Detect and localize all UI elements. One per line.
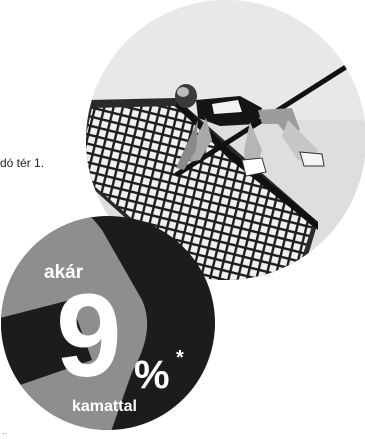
footnote-mark: ·· xyxy=(2,429,8,438)
badge-prefix: akár xyxy=(44,262,84,283)
photo-circle xyxy=(86,0,365,280)
badge-asterisk: * xyxy=(176,347,184,369)
rate-badge: akár 9 % * kamattal xyxy=(1,216,215,430)
badge-percent: % xyxy=(134,353,170,397)
badge-suffix: kamattal xyxy=(72,398,137,415)
badge-number: 9 xyxy=(56,270,122,402)
address-text: dó tér 1. xyxy=(0,156,45,170)
athlete-image xyxy=(175,84,325,177)
